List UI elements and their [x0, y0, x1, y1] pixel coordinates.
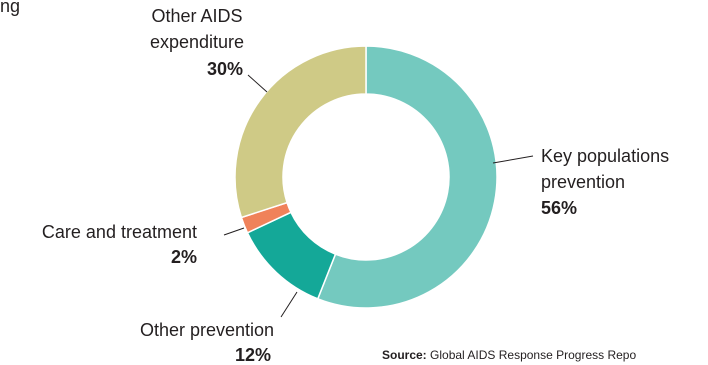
svg-text:Other AIDS: Other AIDS	[151, 6, 242, 26]
source-text: Global AIDS Response Progress Repo	[430, 348, 636, 362]
svg-text:2%: 2%	[171, 247, 197, 267]
donut-slice-other-aids-expenditure	[234, 45, 367, 219]
label-other-prevention: Other prevention 12%	[140, 320, 274, 365]
svg-text:30%: 30%	[207, 59, 243, 79]
label-care-treatment: Care and treatment 2%	[42, 222, 197, 267]
source-note: Source: Global AIDS Response Progress Re…	[382, 348, 636, 362]
svg-text:56%: 56%	[541, 198, 577, 218]
svg-text:prevention: prevention	[541, 172, 625, 192]
leader-line-key-populations	[492, 155, 534, 164]
clipped-title-fragment: ng	[0, 0, 20, 16]
leader-line-other-aids	[247, 74, 268, 93]
leader-line-other-prevention	[280, 291, 298, 318]
svg-text:Key populations: Key populations	[541, 146, 669, 166]
source-prefix: Source:	[382, 348, 427, 362]
svg-text:Other prevention: Other prevention	[140, 320, 274, 340]
svg-text:12%: 12%	[235, 345, 271, 365]
donut-slices	[234, 45, 498, 309]
svg-text:expenditure: expenditure	[150, 32, 244, 52]
label-other-aids-expenditure: Other AIDS expenditure 30%	[150, 6, 244, 79]
label-key-populations: Key populations prevention 56%	[541, 146, 669, 218]
svg-text:Care and treatment: Care and treatment	[42, 222, 197, 242]
leader-line-care-treatment	[223, 227, 245, 236]
donut-slice-key-populations-prevention	[316, 45, 498, 309]
